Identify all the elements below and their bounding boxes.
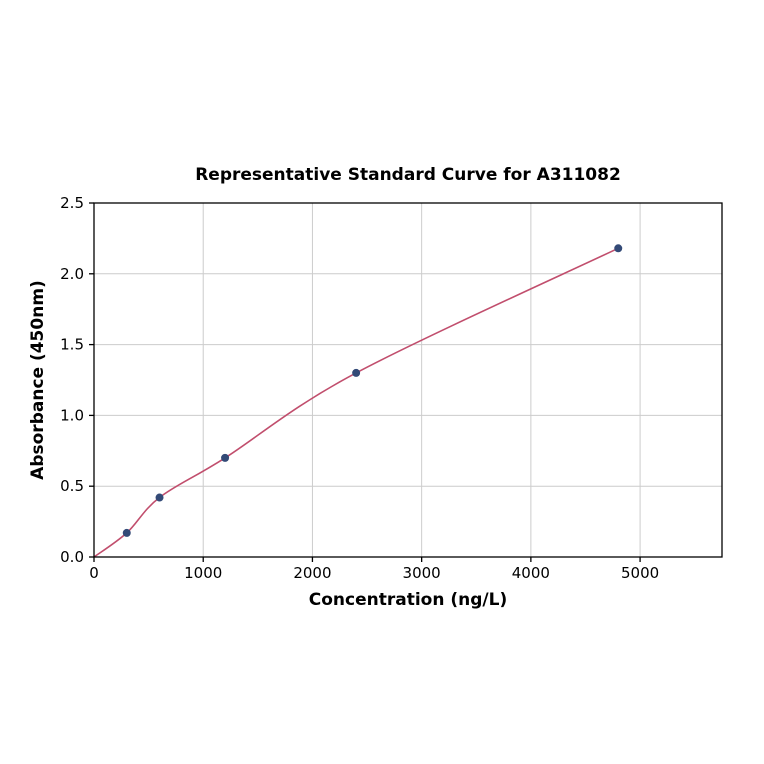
fitted-curve bbox=[93, 247, 619, 558]
data-point-marker bbox=[122, 528, 131, 537]
data-point-marker bbox=[221, 453, 230, 462]
y-tick-label: 0.5 bbox=[60, 477, 84, 495]
data-point-marker bbox=[352, 368, 361, 377]
x-tick-label: 0 bbox=[89, 564, 99, 582]
axes-frame bbox=[93, 202, 723, 558]
x-axis-label: Concentration (ng/L) bbox=[308, 590, 508, 610]
chart-title: Representative Standard Curve for A31108… bbox=[195, 165, 621, 185]
x-tick-label: 3000 bbox=[403, 564, 441, 582]
y-tick-label: 0.0 bbox=[60, 548, 84, 566]
data-point-marker bbox=[155, 493, 164, 502]
y-tick-label: 2.0 bbox=[60, 265, 84, 283]
x-tick-label: 4000 bbox=[512, 564, 550, 582]
y-tick-label: 1.0 bbox=[60, 406, 84, 424]
x-tick-label: 2000 bbox=[293, 564, 331, 582]
y-tick-label: 2.5 bbox=[60, 194, 84, 212]
data-point-marker bbox=[614, 244, 623, 253]
y-tick-label: 1.5 bbox=[60, 336, 84, 354]
x-tick-label: 5000 bbox=[621, 564, 659, 582]
x-tick-label: 1000 bbox=[184, 564, 222, 582]
